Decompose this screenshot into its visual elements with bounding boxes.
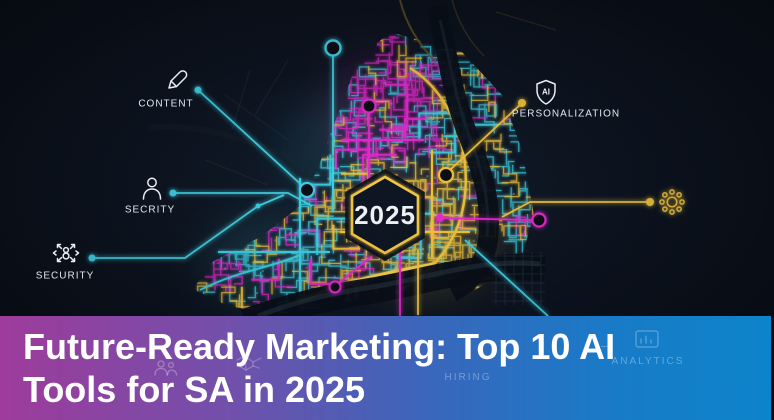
callout-label: PERSONALIZATION (511, 108, 621, 120)
handshake-watermark-icon (233, 352, 265, 376)
watermark-analytics: ANALYTICS (611, 356, 685, 367)
watermark-hiring: HIRING (444, 372, 492, 383)
banner-title-line1: Future-Ready Marketing: Top 10 AI (23, 326, 616, 367)
callout-label: SECRITY (124, 204, 176, 216)
arrow-watermark-icon: → (598, 336, 613, 353)
drone-icon (51, 238, 81, 268)
banner-title-line2: Tools for SA in 2025 (23, 369, 366, 410)
callout-label: SECURITY (35, 270, 95, 282)
ai-badge: AI (542, 88, 550, 97)
analytics-watermark-icon (634, 329, 660, 351)
title-banner: HIRING → ANALYTICS Future-Ready Marketin… (0, 316, 771, 420)
ai-shield-icon: AI (533, 78, 559, 108)
person-icon (140, 174, 164, 202)
people-watermark-icon (152, 358, 180, 378)
callout-label: CONTENT (138, 98, 194, 110)
pen-icon (164, 67, 190, 93)
banner-title: Future-Ready Marketing: Top 10 AI Tools … (23, 325, 615, 411)
